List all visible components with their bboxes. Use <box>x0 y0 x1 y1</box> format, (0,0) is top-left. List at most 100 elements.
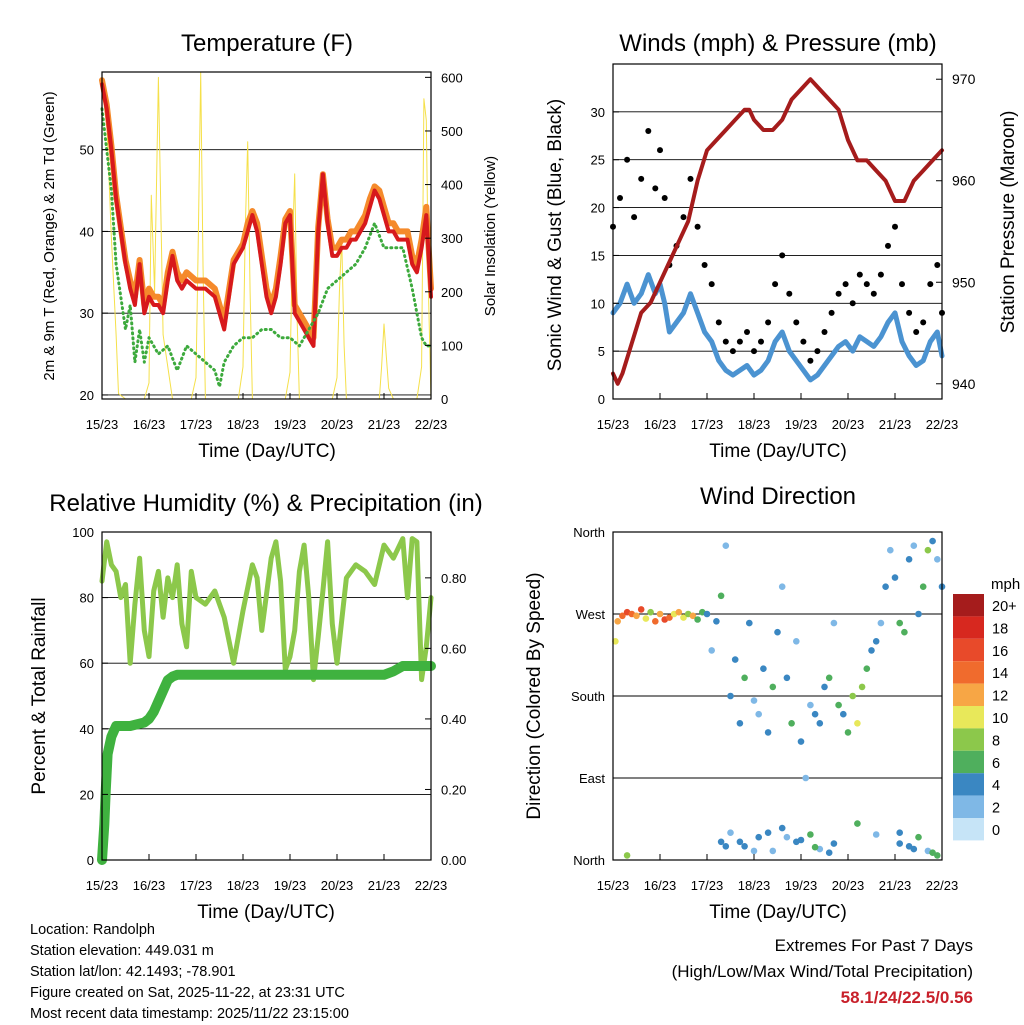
x-tick-label: 19/23 <box>785 878 818 893</box>
humidity-precip-frame <box>101 531 432 861</box>
direction-point <box>783 674 791 682</box>
gust-point <box>906 309 913 316</box>
gust-point <box>934 262 941 268</box>
direction-point <box>825 674 833 682</box>
direction-point <box>929 537 936 545</box>
wind-direction-series <box>612 537 946 859</box>
gust-point <box>736 338 743 345</box>
y2-tick-label: 200 <box>441 285 463 300</box>
y-tick-label: 40 <box>80 224 94 239</box>
direction-point <box>844 729 852 736</box>
direction-point <box>910 845 918 853</box>
wind-direction-xlabel: Time (Day/UTC) <box>709 902 847 923</box>
y-tick-label: North <box>573 525 605 540</box>
colorbar-label: 2 <box>992 801 1000 817</box>
colorbar-label: 16 <box>992 644 1008 660</box>
wind-line <box>610 272 945 383</box>
gust-point <box>800 338 807 345</box>
colorbar-swatch <box>953 706 984 729</box>
direction-point <box>736 838 744 846</box>
direction-point <box>652 618 659 625</box>
direction-point <box>637 606 645 613</box>
direction-point <box>887 546 894 554</box>
direction-point <box>774 628 781 636</box>
direction-point <box>905 556 913 563</box>
temperature-panel: Temperature (F) 203040500100200300400500… <box>41 30 499 462</box>
wind-pressure-gridlines <box>613 111 942 352</box>
extremes-summary: Extremes For Past 7 Days (High/Low/Max W… <box>672 933 973 1011</box>
y2-tick-label: 500 <box>441 124 463 139</box>
temperature-frame <box>101 71 432 400</box>
gust-point <box>715 319 722 326</box>
gust-point <box>870 290 877 297</box>
y-tick-label: 50 <box>80 143 94 158</box>
y-tick-label: West <box>576 607 606 622</box>
direction-point <box>703 610 711 618</box>
colorbar-swatch <box>953 773 984 796</box>
y-tick-label: 80 <box>80 591 94 606</box>
x-tick-label: 20/23 <box>321 878 354 893</box>
x-tick-label: 21/23 <box>879 417 912 432</box>
temperature-y2label: Solar Insolation (Yellow) <box>482 156 499 316</box>
direction-point <box>793 638 800 645</box>
direction-point <box>896 619 903 627</box>
colorbar-swatch <box>953 795 984 818</box>
y2-tick-label: 300 <box>441 231 463 246</box>
humidity-precip-series <box>97 536 436 865</box>
station-location: Location: Randolph <box>30 922 155 938</box>
direction-point <box>755 710 762 718</box>
gust-point <box>657 147 663 154</box>
colorbar-label: 14 <box>992 666 1008 682</box>
extremes-subtitle: (High/Low/Max Wind/Total Precipitation) <box>671 962 973 981</box>
colorbar-swatch <box>953 594 984 617</box>
wind-direction-panel: Wind Direction North East South West North 15… <box>524 483 1020 923</box>
temp2m-line <box>100 82 433 348</box>
y2-tick-label: 0.20 <box>441 782 466 797</box>
y2-tick-label: 0.80 <box>441 571 466 586</box>
direction-point <box>830 619 838 627</box>
colorbar-label: 20+ <box>992 599 1017 615</box>
y-tick-label: 0 <box>87 853 94 868</box>
direction-point <box>769 683 777 691</box>
gust-point <box>920 319 927 326</box>
humidity-precip-ticks: 0 20 40 60 80 100 0.00 0.20 0.40 0.60 0.80 15/23 16/… <box>72 525 466 893</box>
direction-point <box>764 829 772 836</box>
direction-point <box>642 615 650 622</box>
colorbar-label: 18 <box>992 621 1008 637</box>
dewpoint-line <box>100 107 433 389</box>
x-tick-label: 20/23 <box>321 417 354 432</box>
direction-point <box>802 774 809 782</box>
direction-point <box>722 843 730 850</box>
station-elevation: Station elevation: 449.031 m <box>30 943 214 959</box>
x-tick-label: 16/23 <box>644 417 677 432</box>
wind-pressure-xlabel: Time (Day/UTC) <box>709 441 847 462</box>
y-tick-label: 0 <box>598 392 605 407</box>
wind-direction-ticks: North East South West North 15/23 16/23 17/23 18… <box>571 525 958 893</box>
direction-point <box>727 829 734 836</box>
gust-point <box>758 338 764 345</box>
direction-point <box>666 614 673 621</box>
y-tick-label: 20 <box>80 787 94 802</box>
gust-point <box>751 348 757 355</box>
direction-point <box>825 849 833 856</box>
x-tick-label: 22/23 <box>415 417 448 432</box>
direction-point <box>717 592 725 600</box>
x-tick-label: 16/23 <box>133 878 166 893</box>
direction-point <box>633 612 640 620</box>
gust-point <box>885 242 891 249</box>
x-tick-label: 17/23 <box>691 417 724 432</box>
x-tick-label: 15/23 <box>597 417 630 432</box>
humidity-line <box>99 536 434 683</box>
direction-point <box>849 692 856 700</box>
y-tick-label: 10 <box>591 296 605 311</box>
y-tick-label: South <box>571 689 605 704</box>
direction-point <box>614 618 621 625</box>
direction-point <box>901 628 908 636</box>
y2-tick-label: 950 <box>952 274 976 290</box>
x-tick-label: 20/23 <box>832 417 865 432</box>
gust-point <box>856 271 863 278</box>
y-tick-label: 25 <box>591 153 605 168</box>
x-tick-label: 17/23 <box>180 417 213 432</box>
colorbar-label: 4 <box>992 778 1000 794</box>
